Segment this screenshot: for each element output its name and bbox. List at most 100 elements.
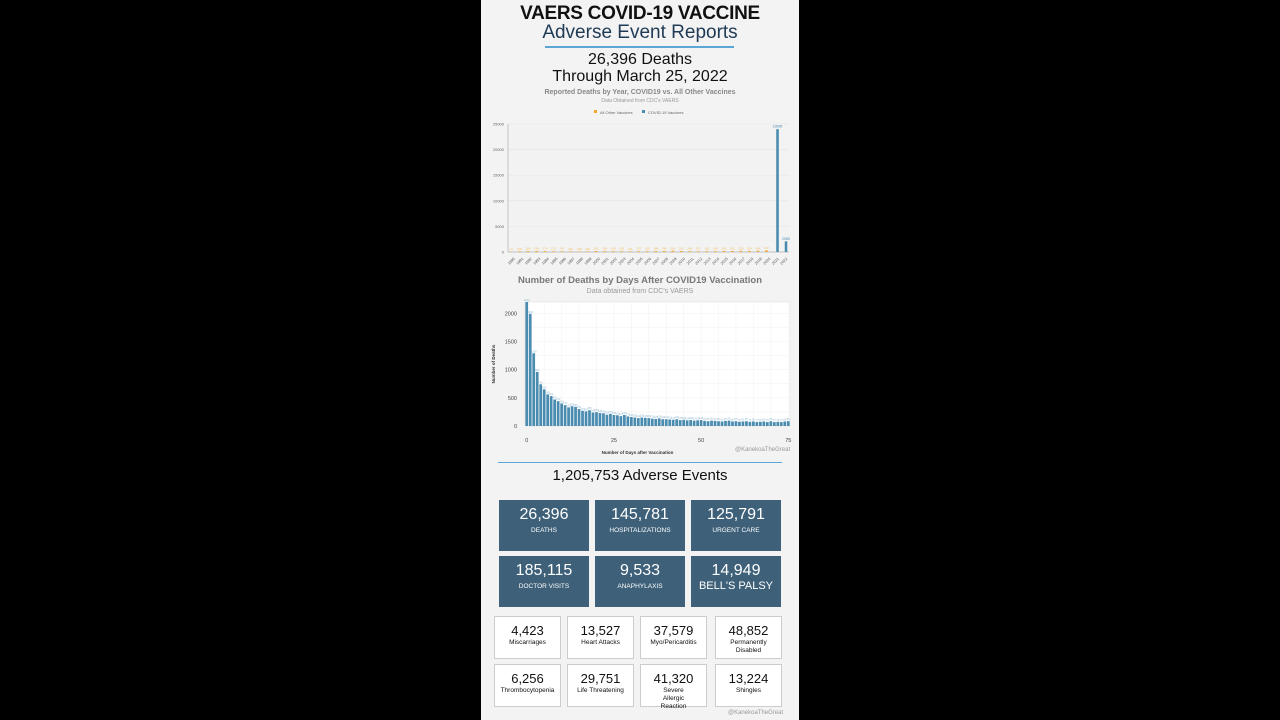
- x-tick-label: 2007: [652, 257, 661, 266]
- day-bar: [591, 412, 595, 426]
- bar-value-label: 110: [671, 416, 676, 420]
- day-bar: [689, 420, 692, 426]
- day-bar: [553, 399, 556, 426]
- day-bar: [602, 413, 605, 426]
- x-tick-label: 1999: [584, 257, 593, 266]
- bar-value-label: 75: [759, 418, 762, 422]
- stat-number: 185,115: [515, 562, 573, 579]
- x-tick-label: 1996: [558, 257, 567, 266]
- bar-value-label: 157: [696, 247, 701, 251]
- bar-value-label: 90: [724, 417, 727, 421]
- x-tick-label: 50: [698, 438, 704, 444]
- day-bar: [647, 418, 651, 426]
- bar-value-label: 470: [552, 396, 557, 400]
- day-bar: [682, 419, 686, 426]
- stat-label: Life Threatening: [577, 687, 624, 694]
- stat-label: Severe Allergic Reaction: [660, 687, 687, 710]
- bar-value-label: 75: [776, 418, 779, 422]
- x-tick-label: 2001: [601, 257, 610, 266]
- day-bar: [657, 418, 661, 426]
- stat-number: 13,527: [580, 623, 621, 638]
- stat-label: Myo/Pericarditis: [650, 639, 697, 646]
- x-tick-label: 2010: [677, 257, 686, 266]
- x-tick-label: 1995: [550, 257, 559, 266]
- bar-value-label: 125: [654, 415, 659, 419]
- bar-value-label: 960: [535, 368, 540, 372]
- day-bar: [650, 418, 654, 426]
- day-bar: [734, 421, 738, 426]
- day-bar: [706, 421, 710, 426]
- stat-label: ANAPHYLAXIS: [617, 583, 663, 590]
- bar-value-label: 120: [661, 415, 666, 419]
- stat-label: Permanently Disabled: [730, 639, 767, 654]
- stat-bells-palsy: 14,949 BELL'S PALSY: [691, 556, 781, 607]
- day-bar: [609, 413, 612, 426]
- x-tick-label: 25: [611, 438, 617, 444]
- bar-value-label: 215: [608, 410, 613, 414]
- bar-value-label: 95: [728, 417, 731, 421]
- x-tick-label: 2006: [643, 257, 652, 266]
- bar-value-label: 2200: [524, 298, 530, 302]
- bar-other-vaccines: [748, 250, 751, 252]
- day-bar: [685, 420, 689, 426]
- bar-value-label: 100: [685, 416, 690, 420]
- bar-value-label: 85: [745, 417, 748, 421]
- bar-value-label: 158: [602, 247, 607, 251]
- bar-other-vaccines: [731, 250, 734, 252]
- day-bar: [612, 415, 616, 426]
- day-bar: [692, 420, 696, 426]
- y-tick-label: 500: [508, 396, 517, 402]
- x-tick-label: 2019: [754, 257, 763, 266]
- legend-label: COVID-19 Vaccines: [648, 110, 684, 115]
- day-bar: [703, 420, 706, 426]
- bar-value-label: 70: [773, 418, 776, 422]
- bar-other-vaccines: [680, 251, 683, 252]
- bar-value-label: 140: [647, 414, 652, 418]
- bar-value-label: 188: [653, 247, 658, 251]
- bar-value-label: 260: [584, 407, 589, 411]
- bar-other-vaccines: [586, 251, 589, 252]
- stat-number: 41,320: [653, 671, 694, 686]
- x-axis-label: Number of Days after Vaccination: [602, 450, 674, 455]
- stat-hospitalizations: 145,781 HOSPITALIZATIONS: [595, 500, 685, 551]
- bar-value-label: 138: [517, 247, 522, 251]
- bar-value-label: 195: [612, 411, 617, 415]
- y-tick-label: 2000: [505, 311, 517, 317]
- bar-value-label: 244: [755, 246, 760, 250]
- bar-other-vaccines: [756, 250, 760, 252]
- bar-value-label: 270: [580, 407, 585, 411]
- bar-value-label: 120: [675, 415, 680, 419]
- bar-value-label: 85: [707, 417, 710, 421]
- bar-other-vaccines: [560, 251, 564, 252]
- bar-covid-vaccines: [776, 129, 779, 252]
- day-bar: [542, 389, 546, 426]
- bar-value-label: 162: [704, 247, 709, 251]
- day-bar: [560, 403, 563, 426]
- bar-other-vaccines: [577, 251, 581, 252]
- day-bar: [668, 419, 672, 426]
- day-bar: [532, 353, 536, 426]
- x-tick-label: 1994: [541, 257, 550, 266]
- bar-value-label: 135: [657, 414, 662, 418]
- stat-label: Shingles: [736, 687, 761, 694]
- bar-value-label: 80: [741, 417, 744, 421]
- y-tick-label: 1000: [505, 368, 517, 374]
- stat-number: 37,579: [653, 623, 694, 638]
- bar-value-label: 75: [738, 418, 741, 422]
- stat-deaths: 26,396 DEATHS: [499, 500, 589, 551]
- x-tick-label: 1990: [507, 257, 516, 266]
- deaths-headline: 26,396 Deaths: [587, 51, 693, 68]
- x-tick-label: 2020: [763, 257, 772, 266]
- bar-value-label: 150: [640, 414, 645, 418]
- bar-value-label: 105: [678, 416, 683, 420]
- y-tick-label: 1500: [505, 339, 517, 345]
- bar-other-vaccines: [637, 251, 640, 252]
- day-bar: [759, 421, 762, 426]
- day-bar: [741, 421, 745, 426]
- day-bar: [595, 412, 598, 426]
- bar-value-label: 70: [780, 418, 783, 422]
- day-bar: [664, 419, 668, 426]
- y-tick-label: 0: [502, 250, 505, 255]
- stat-label: Heart Attacks: [581, 639, 620, 646]
- day-bar: [675, 419, 679, 426]
